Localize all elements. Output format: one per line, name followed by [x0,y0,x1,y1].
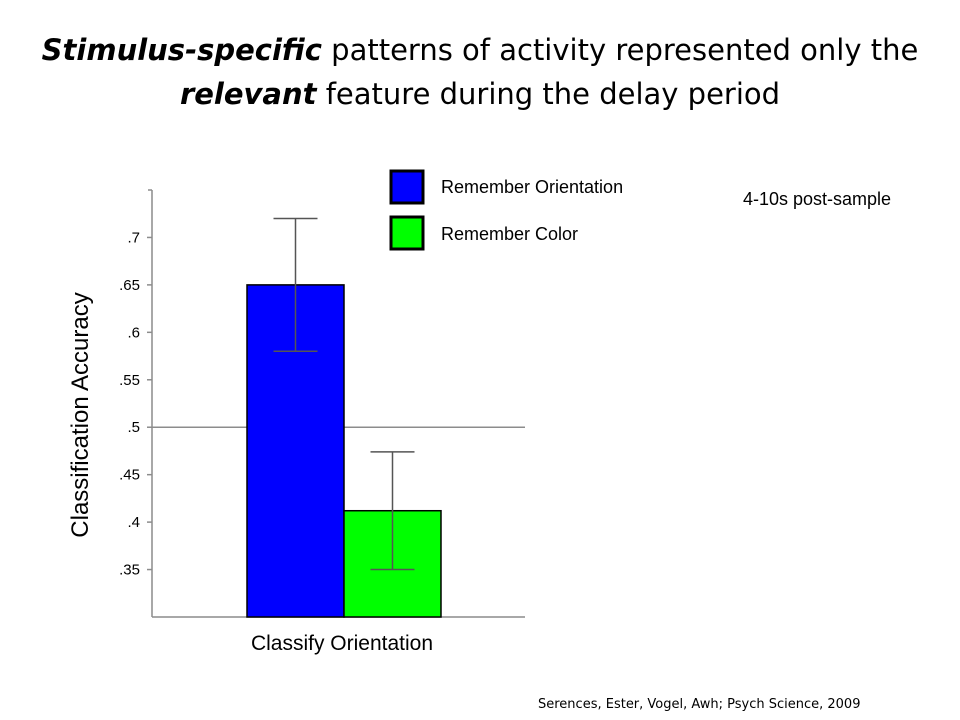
y-axis-title: Classification Accuracy [67,292,94,537]
title-emphasis-relevant: relevant [179,77,317,111]
chart-bars [246,284,442,618]
y-tick-label: .45 [119,467,140,484]
legend-swatch-remember-orientation [389,169,425,205]
time-window-annotation: 4-10s post-sample [743,189,891,209]
legend-swatch-remember-color [389,215,425,251]
y-tick-label: .35 [119,562,140,579]
citation: Serences, Ester, Vogel, Awh; Psych Scien… [538,697,861,712]
y-tick-label: .65 [119,277,140,294]
legend-label-remember-color: Remember Color [441,224,578,244]
y-tick-label: .7 [127,229,140,246]
y-tick-label: .55 [119,372,140,389]
y-axis-ticks: .35 .4 .45 .5 .55 .6 .65 .7 [119,229,152,579]
slide-title: Stimulus-specific patterns of activity r… [30,28,930,116]
legend: Remember Orientation Remember Color [389,169,623,251]
y-tick-label: .5 [127,419,140,436]
y-tick-label: .6 [127,324,140,341]
chart-error-bars [273,217,415,571]
title-text-1: patterns of activity represented only th… [321,33,919,67]
legend-label-remember-orientation: Remember Orientation [441,177,623,197]
title-text-2: feature during the delay period [316,77,781,111]
category-label: Classify Orientation [251,632,433,655]
title-emphasis-stimulus: Stimulus-specific [41,33,322,67]
y-tick-label: .4 [127,514,140,531]
